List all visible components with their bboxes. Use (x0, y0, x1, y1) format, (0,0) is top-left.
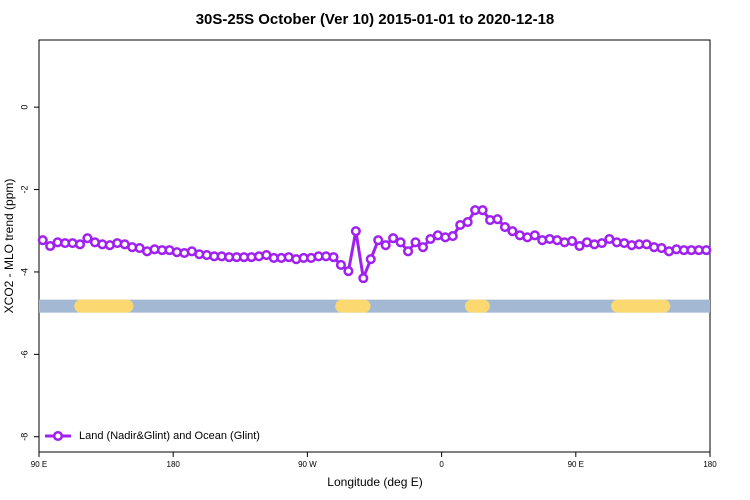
data-point (425, 233, 436, 245)
x-tick-label: 90 E (568, 460, 584, 469)
data-point (417, 242, 429, 253)
data-point (507, 226, 518, 237)
data-point (499, 221, 511, 233)
data-point (492, 214, 503, 225)
data-point (74, 239, 86, 250)
x-tick-label: 180 (167, 460, 181, 469)
data-point (395, 237, 406, 248)
data-point (365, 254, 376, 265)
data-point (701, 245, 712, 256)
data-point (358, 273, 369, 284)
data-point (388, 233, 399, 244)
y-tick-label: -8 (19, 433, 29, 441)
data-point (447, 231, 458, 242)
plot-frame (38, 39, 711, 453)
y-tick-label: -6 (19, 350, 29, 358)
x-axis-label: Longitude (deg E) (327, 475, 422, 489)
y-axis-label: XCO2 - MLO trend (ppm) (2, 179, 16, 314)
data-point (574, 240, 585, 252)
legend-label: Land (Nadir&Glint) and Ocean (Glint) (79, 430, 260, 442)
y-tick-label: 0 (19, 105, 29, 110)
x-tick-label: 90 W (298, 460, 317, 469)
data-point (596, 238, 607, 249)
data-point (343, 266, 354, 277)
data-point (477, 205, 488, 216)
data-point (45, 240, 56, 252)
data-point (373, 235, 384, 246)
y-tick-label: -4 (19, 268, 29, 276)
data-point (410, 237, 421, 248)
data-point (567, 236, 578, 247)
data-point (82, 233, 93, 244)
data-point (380, 240, 391, 251)
x-tick-label: 90 E (31, 460, 47, 469)
chart-title: 30S-25S October (Ver 10) 2015-01-01 to 2… (196, 11, 555, 28)
data-point (328, 252, 339, 263)
legend-marker (52, 430, 64, 442)
data-point (335, 259, 347, 271)
data-point (462, 217, 473, 228)
y-tick-label: -2 (19, 186, 29, 194)
data-point (350, 226, 361, 237)
data-point (529, 230, 540, 241)
x-tick-label: 0 (439, 460, 444, 469)
data-point (37, 235, 48, 246)
data-point (403, 246, 414, 257)
x-tick-label: 180 (703, 460, 717, 469)
